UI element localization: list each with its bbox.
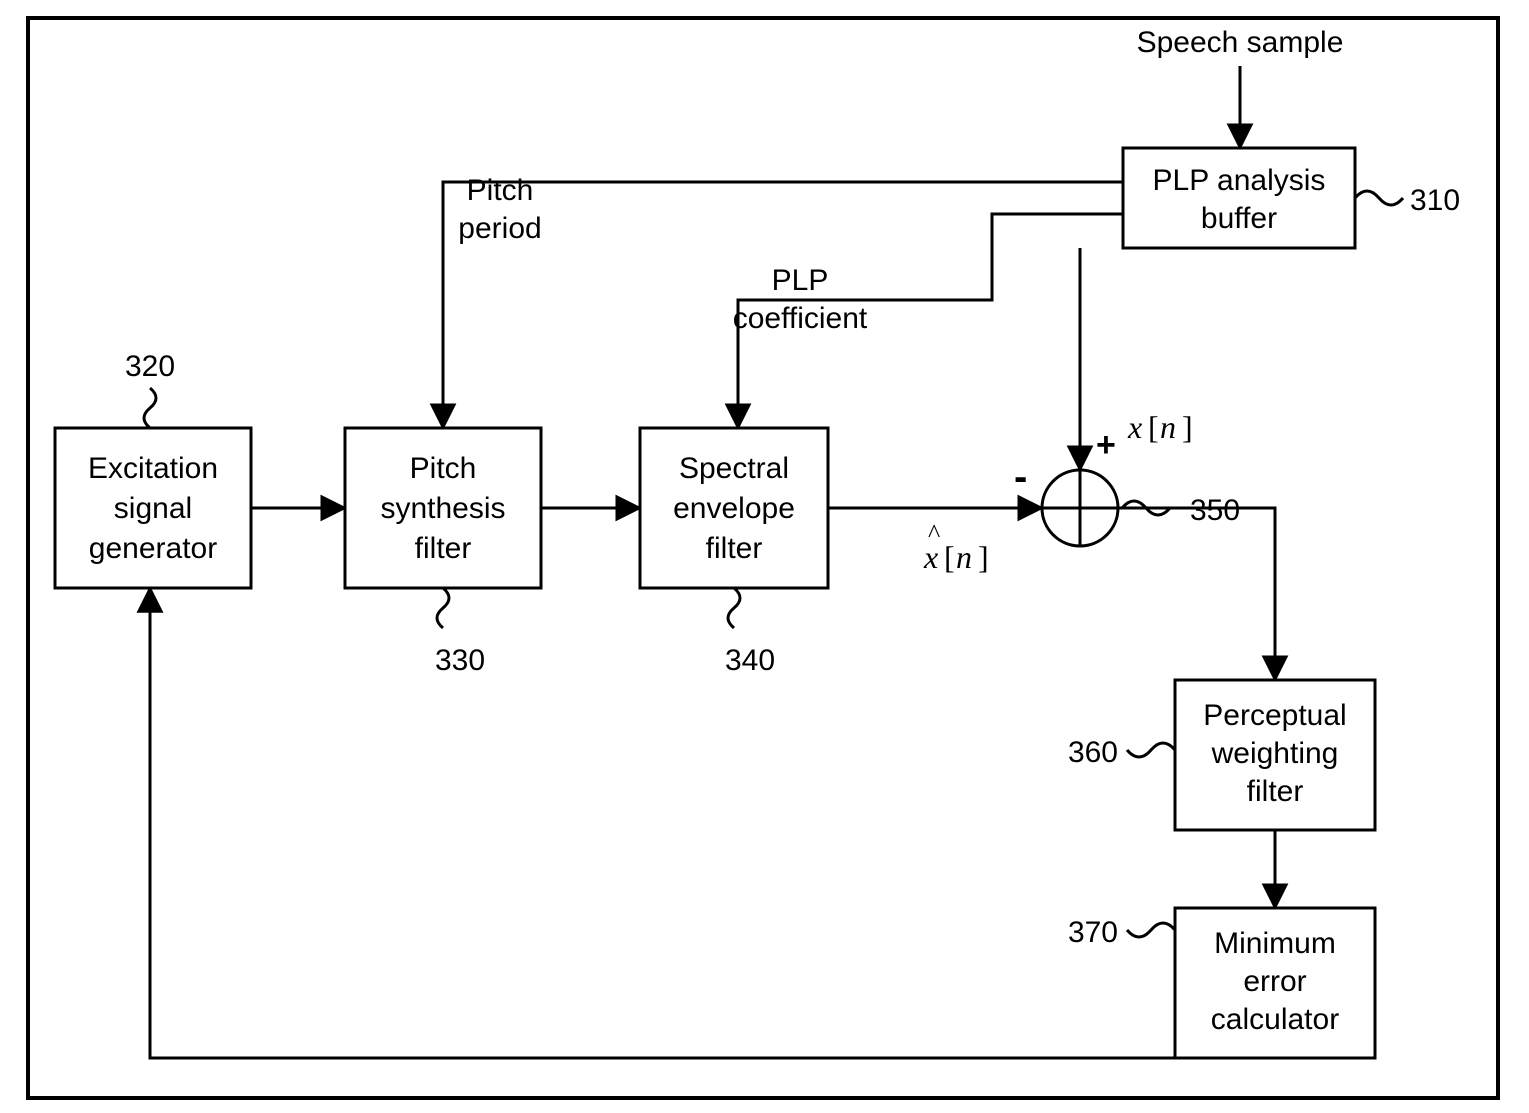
label-plp-coeff-line2: coefficient: [733, 302, 868, 335]
ref-350: 350: [1122, 494, 1240, 527]
ref-330-text: 330: [435, 644, 485, 677]
ref-360: 360: [1068, 736, 1175, 769]
node-360-line1: Perceptual: [1203, 699, 1346, 732]
edge-370-to-320: [150, 588, 1275, 1058]
node-370-line1: Minimum: [1214, 927, 1336, 960]
node-340-spectral-envelope-filter: Spectral envelope filter: [640, 428, 828, 588]
svg-text:[: [: [944, 539, 955, 575]
node-340-line2: envelope: [673, 492, 795, 525]
ref-310-text: 310: [1410, 184, 1460, 217]
node-320-line2: signal: [114, 492, 192, 525]
node-360-line2: weighting: [1211, 737, 1339, 770]
label-xhat-n: ^ x [ n ]: [923, 519, 989, 575]
ref-370-text: 370: [1068, 916, 1118, 949]
ref-370: 370: [1068, 916, 1175, 949]
block-diagram: PLP analysis buffer Excitation signal ge…: [0, 0, 1529, 1113]
ref-340-text: 340: [725, 644, 775, 677]
node-310-plp-analysis-buffer: PLP analysis buffer: [1123, 148, 1355, 248]
svg-text:x: x: [1127, 409, 1142, 445]
edge-sum-to-360: [1118, 508, 1275, 680]
ref-320-text: 320: [125, 350, 175, 383]
svg-text:]: ]: [978, 539, 989, 575]
node-310-line2: buffer: [1201, 202, 1277, 235]
ref-320: 320: [125, 350, 175, 428]
ref-360-text: 360: [1068, 736, 1118, 769]
node-370-line2: error: [1243, 965, 1306, 998]
label-speech-sample: Speech sample: [1137, 26, 1344, 59]
ref-310: 310: [1355, 184, 1460, 217]
label-pitch-period-line1: Pitch: [467, 174, 534, 207]
node-370-minimum-error-calculator: Minimum error calculator: [1175, 908, 1375, 1058]
node-360-perceptual-weighting-filter: Perceptual weighting filter: [1175, 680, 1375, 830]
node-340-line1: Spectral: [679, 452, 789, 485]
label-minus-sign: -: [1014, 455, 1027, 499]
node-360-line3: filter: [1247, 775, 1304, 808]
node-340-line3: filter: [706, 532, 763, 565]
label-plp-coeff-line1: PLP: [772, 264, 829, 297]
label-plus-sign: +: [1096, 426, 1116, 464]
svg-text:x: x: [923, 539, 938, 575]
node-330-line2: synthesis: [380, 492, 505, 525]
label-x-n: x [ n ]: [1127, 409, 1193, 445]
svg-text:[: [: [1148, 409, 1159, 445]
label-pitch-period-line2: period: [458, 212, 541, 245]
node-330-pitch-synthesis-filter: Pitch synthesis filter: [345, 428, 541, 588]
node-310-line1: PLP analysis: [1153, 164, 1326, 197]
ref-340: 340: [725, 588, 775, 677]
node-330-line3: filter: [415, 532, 472, 565]
svg-text:n: n: [1160, 409, 1176, 445]
node-320-line1: Excitation: [88, 452, 218, 485]
svg-text:n: n: [956, 539, 972, 575]
node-320-excitation-signal-generator: Excitation signal generator: [55, 428, 251, 588]
node-350-summing-junction: [1042, 470, 1118, 546]
svg-text:]: ]: [1182, 409, 1193, 445]
ref-330: 330: [435, 588, 485, 677]
node-370-line3: calculator: [1211, 1003, 1339, 1036]
node-330-line1: Pitch: [410, 452, 477, 485]
node-320-line3: generator: [89, 532, 217, 565]
ref-350-text: 350: [1190, 494, 1240, 527]
